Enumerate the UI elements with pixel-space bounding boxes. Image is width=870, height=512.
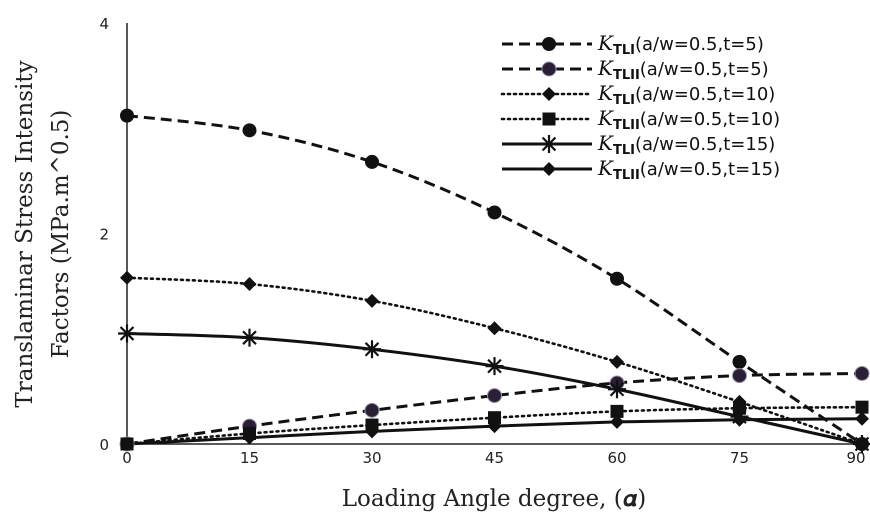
x-tick-label: 0 — [122, 449, 132, 467]
legend-marker — [542, 112, 556, 126]
legend-marker — [542, 87, 556, 101]
x-axis-title: Loading Angle degree, (𝜶) — [342, 486, 647, 512]
data-point — [242, 430, 257, 445]
y-tick-label: 2 — [99, 226, 109, 244]
data-point — [487, 205, 502, 220]
data-point — [242, 277, 257, 292]
legend-label: KTLI(a/w=0.5,t=5) — [597, 31, 764, 58]
legend-entry-4: KTLII(a/w=0.5,t=10) — [500, 106, 780, 133]
data-point — [242, 123, 257, 138]
data-point — [240, 328, 259, 347]
y-tick-label: 4 — [99, 15, 109, 33]
data-point — [120, 108, 134, 123]
legend-entry-3: KTLI(a/w=0.5,t=10) — [500, 81, 775, 108]
data-point — [732, 354, 747, 369]
y-tick-label: 0 — [99, 436, 109, 454]
data-point — [610, 414, 624, 429]
data-point — [365, 293, 379, 308]
y-axis-title-line1: Translaminar Stress Intensity — [12, 60, 38, 407]
legend-label: KTLII(a/w=0.5,t=10) — [597, 106, 780, 133]
data-point — [855, 411, 869, 426]
data-point — [487, 321, 502, 336]
data-point — [365, 154, 379, 169]
series-markers — [118, 108, 870, 453]
legend-label: KTLI(a/w=0.5,t=15) — [597, 131, 775, 158]
data-point — [610, 271, 624, 286]
legend-marker — [542, 37, 556, 51]
legend-entry-5: KTLI(a/w=0.5,t=15) — [502, 131, 775, 158]
legend-entry-1: KTLI(a/w=0.5,t=5) — [502, 31, 764, 58]
legend-entry-2: KTLII(a/w=0.5,t=5) — [502, 56, 769, 83]
legend-marker — [540, 135, 558, 153]
x-tick-label: 15 — [240, 449, 259, 467]
data-point — [732, 368, 747, 384]
data-point — [120, 437, 134, 451]
data-point — [488, 411, 501, 425]
y-axis-title-line2: Factors (MPa.m^0.5) — [48, 110, 74, 359]
data-point — [485, 357, 504, 376]
legend-label: KTLII(a/w=0.5,t=5) — [597, 56, 769, 83]
legend: KTLI(a/w=0.5,t=5)KTLII(a/w=0.5,t=5)KTLI(… — [500, 31, 780, 183]
data-point — [610, 354, 624, 369]
data-point — [732, 412, 747, 427]
legend-label: KTLII(a/w=0.5,t=15) — [597, 156, 780, 183]
data-point — [365, 424, 379, 439]
x-tick-label: 90 — [846, 449, 865, 467]
legend-label: KTLI(a/w=0.5,t=10) — [597, 81, 775, 108]
x-tick-label: 60 — [607, 449, 626, 467]
data-point — [855, 400, 869, 414]
data-point — [363, 340, 381, 359]
y-axis-title: Translaminar Stress Intensity Factors (M… — [12, 60, 74, 407]
x-tick-label: 75 — [730, 449, 749, 467]
data-point — [853, 435, 870, 453]
data-point — [610, 404, 624, 418]
data-point — [487, 419, 502, 434]
data-point — [364, 402, 380, 418]
data-point — [120, 270, 134, 285]
tick-labels: 0 15 30 45 60 75 90 0 2 4 — [99, 15, 865, 467]
data-point — [854, 365, 870, 381]
data-point — [608, 380, 626, 399]
x-tick-label: 45 — [485, 449, 504, 467]
legend-entry-6: KTLII(a/w=0.5,t=15) — [502, 156, 780, 183]
x-tick-label: 30 — [362, 449, 381, 467]
legend-marker — [541, 61, 557, 77]
data-point — [118, 324, 136, 343]
legend-marker — [542, 162, 556, 176]
data-point — [487, 388, 502, 404]
